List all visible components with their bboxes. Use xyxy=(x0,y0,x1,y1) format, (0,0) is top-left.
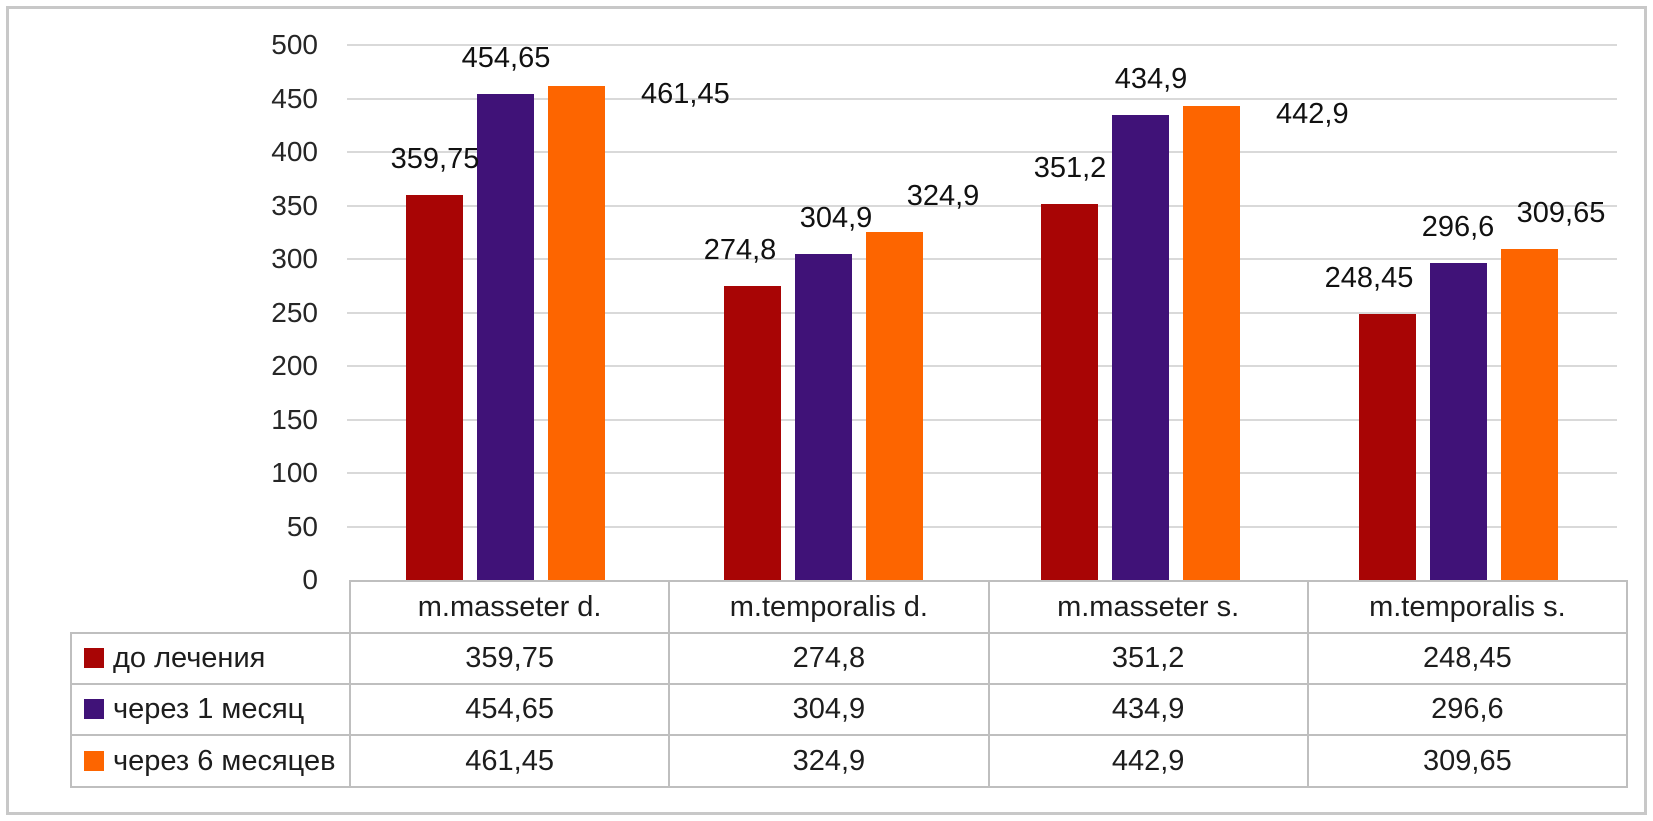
y-axis-tick-label: 400 xyxy=(271,136,318,167)
legend-series-name: через 1 месяц xyxy=(113,693,305,725)
table-value-cell: 461,45 xyxy=(348,734,671,788)
gridline xyxy=(347,97,1617,100)
table-series-row: через 6 месяцев 461,45 324,9 442,9 309,65 xyxy=(70,734,1629,788)
legend-series-name: до лечения xyxy=(113,642,266,674)
gridline xyxy=(347,44,1617,46)
bar-до лечения-m.temporalis d. xyxy=(724,286,781,580)
data-label: 304,9 xyxy=(799,202,873,234)
table-value-cell: 359,75 xyxy=(348,632,671,685)
table-value-cell: 309,65 xyxy=(1306,734,1629,788)
table-value-cell: 434,9 xyxy=(987,683,1309,736)
table-value-cell: 324,9 xyxy=(668,734,990,788)
table-header-row: m.masseter d. m.temporalis d. m.masseter s… xyxy=(71,580,1629,634)
category-header-cell: m.masseter d. xyxy=(348,580,671,634)
chart-data-table: m.masseter d. m.temporalis d. m.masseter s… xyxy=(70,580,1629,788)
data-label: 461,45 xyxy=(641,78,730,110)
bar-через 1 месяц-m.masseter d. xyxy=(477,94,534,580)
bar-через 1 месяц-m.masseter s. xyxy=(1112,115,1169,580)
table-value-cell: 274,8 xyxy=(668,632,990,685)
table-value-cell: 442,9 xyxy=(987,734,1309,788)
legend-cell: через 1 месяц xyxy=(70,683,351,736)
data-label: 248,45 xyxy=(1324,262,1414,294)
bar-через 6 месяцев-m.temporalis d. xyxy=(866,232,923,580)
legend-series-name: через 6 месяцев xyxy=(113,744,336,777)
bar-до лечения-m.temporalis s. xyxy=(1359,314,1416,580)
legend-swatch xyxy=(84,648,104,668)
y-axis-tick-label: 300 xyxy=(271,243,318,274)
data-label: 274,8 xyxy=(703,234,777,266)
legend-swatch xyxy=(84,750,104,771)
bar-до лечения-m.masseter d. xyxy=(406,195,463,580)
gridline xyxy=(347,472,1617,474)
table-value-cell: 248,45 xyxy=(1306,632,1629,685)
table-value-cell: 304,9 xyxy=(668,683,990,736)
data-label: 442,9 xyxy=(1276,98,1349,130)
table-value-cell: 454,65 xyxy=(348,683,671,736)
legend-cell: через 6 месяцев xyxy=(70,734,351,788)
category-header-cell: m.temporalis d. xyxy=(668,580,990,634)
y-axis-tick-label: 0 xyxy=(302,564,318,595)
table-value-cell: 351,2 xyxy=(987,632,1309,685)
y-axis-tick-label: 150 xyxy=(271,403,318,435)
bar-через 6 месяцев-m.temporalis s. xyxy=(1501,249,1558,580)
gridline xyxy=(347,365,1617,367)
gridline xyxy=(347,418,1617,421)
bar-через 1 месяц-m.temporalis s. xyxy=(1430,263,1487,580)
gridline xyxy=(347,525,1617,528)
y-axis-tick-label: 350 xyxy=(271,189,318,221)
gridline xyxy=(347,204,1617,207)
bar-через 1 месяц-m.temporalis d. xyxy=(795,254,852,580)
table-series-row: через 1 месяц 454,65 304,9 434,9 296,6 xyxy=(70,683,1629,736)
legend-swatch xyxy=(84,699,104,719)
bar-через 6 месяцев-m.masseter d. xyxy=(548,86,605,580)
y-axis-tick-label: 100 xyxy=(271,457,318,488)
gridline xyxy=(347,151,1617,153)
bar-до лечения-m.masseter s. xyxy=(1041,204,1098,580)
table-series-row: до лечения 359,75 274,8 351,2 248,45 xyxy=(70,632,1629,685)
category-header-cell: m.masseter s. xyxy=(987,580,1309,634)
figure-border xyxy=(6,6,1647,815)
data-label: 296,6 xyxy=(1421,211,1495,243)
table-blank-corner-cell xyxy=(71,581,350,633)
data-label: 359,75 xyxy=(390,143,480,175)
data-label: 309,65 xyxy=(1516,197,1606,229)
table-value-cell: 296,6 xyxy=(1306,683,1629,736)
data-label: 351,2 xyxy=(1033,152,1107,184)
bar-через 6 месяцев-m.masseter s. xyxy=(1183,106,1240,580)
legend-cell: до лечения xyxy=(70,632,351,685)
y-axis-tick-label: 450 xyxy=(271,82,318,114)
gridline xyxy=(347,258,1617,260)
y-axis-tick-label: 50 xyxy=(286,510,318,542)
gridline xyxy=(347,311,1617,314)
y-axis-tick-label: 500 xyxy=(271,29,318,60)
y-axis-tick-label: 250 xyxy=(271,296,318,328)
data-label: 454,65 xyxy=(461,42,551,74)
data-label: 324,9 xyxy=(906,180,980,212)
y-axis-tick-label: 200 xyxy=(271,350,318,381)
data-label: 434,9 xyxy=(1114,63,1188,95)
category-header-cell: m.temporalis s. xyxy=(1306,580,1629,634)
